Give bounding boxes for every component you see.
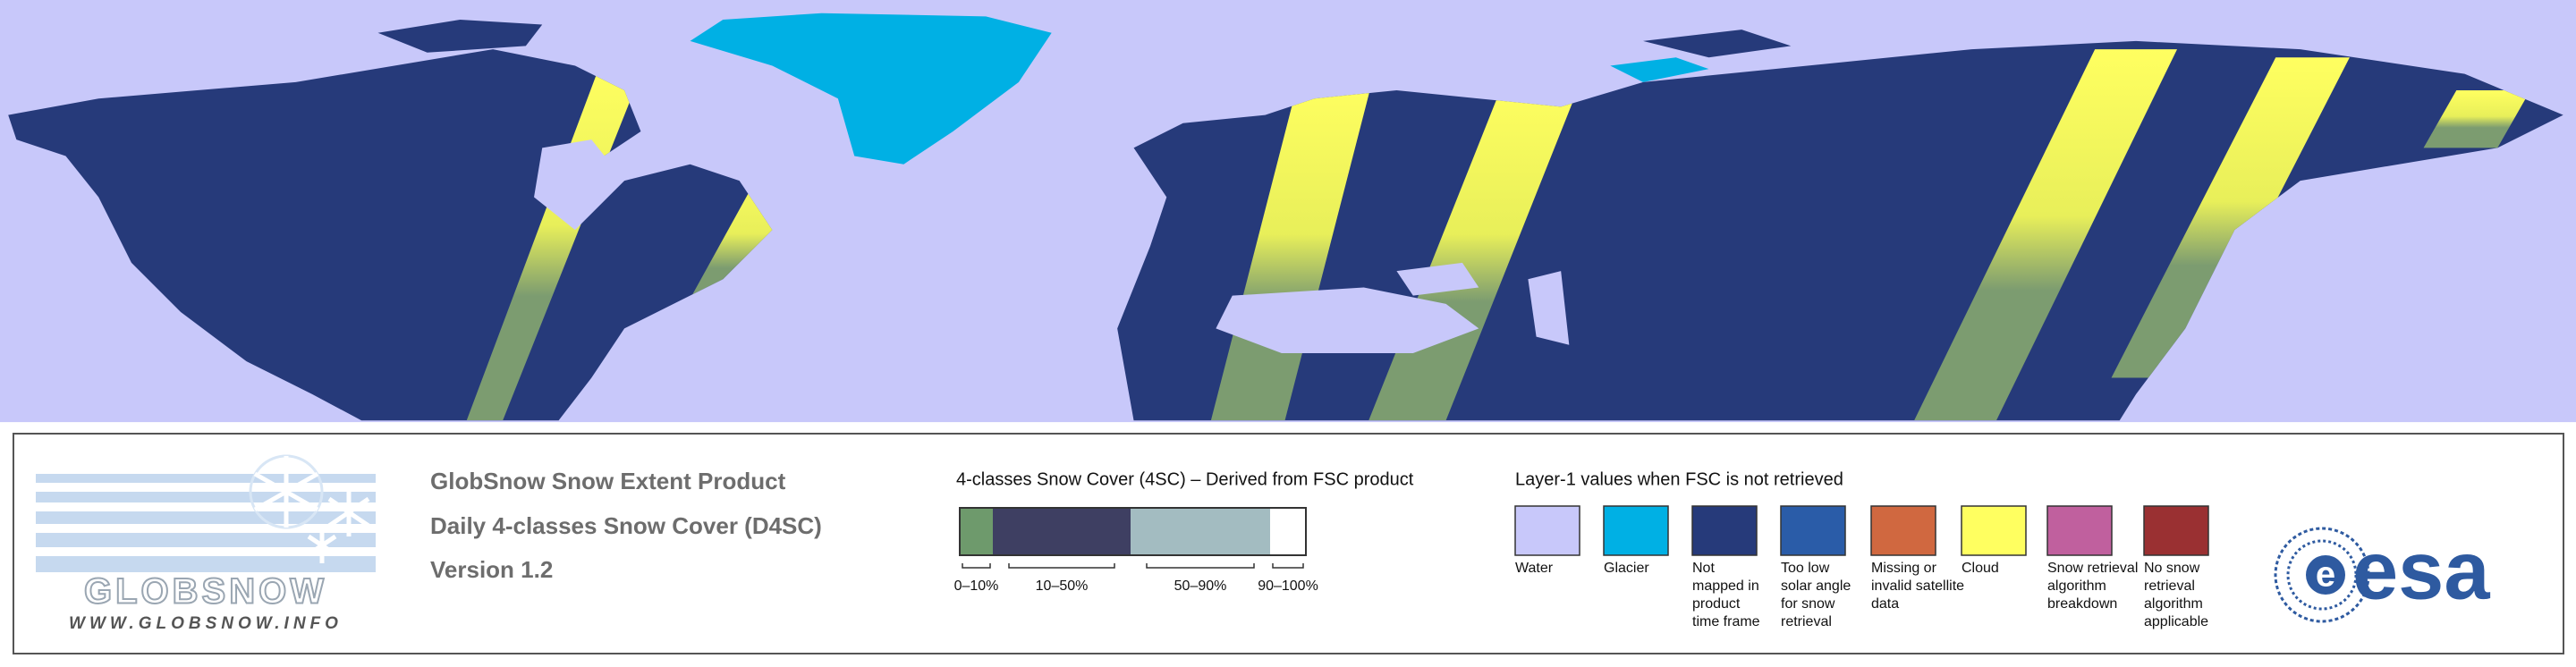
layer1-label: data: [1871, 596, 1899, 612]
logo-url: WWW.GLOBSNOW.INFO: [69, 614, 343, 633]
layer1-swatch: [2046, 505, 2113, 556]
product-title: GlobSnow Snow Extent Product: [430, 468, 786, 494]
layer1-label: Missing or: [1871, 561, 1937, 576]
layer1-label: retrieval: [2144, 578, 2195, 594]
layer1-label: algorithm: [2144, 596, 2203, 612]
bracket: [962, 563, 991, 569]
layer1-label: breakdown: [2047, 596, 2117, 612]
layer1-label: Water: [1515, 561, 1554, 576]
layer1-label: mapped in: [1692, 578, 1759, 594]
layer1-label: algorithm: [2047, 578, 2106, 594]
snow-class-label: 50–90%: [1174, 578, 1227, 594]
snow-class-label: 10–50%: [1036, 578, 1089, 594]
snow-class-swatch: [1131, 508, 1270, 555]
layer1-swatch: [1514, 505, 1580, 556]
layer1-swatch: [1961, 505, 2027, 556]
snow-class-label: 90–100%: [1258, 578, 1318, 594]
layer1-label: solar angle: [1781, 578, 1851, 594]
snow-bar: 0–10% 10–50% 50–90% 90–100%: [954, 507, 1318, 594]
layer1-label: for snow: [1781, 596, 1835, 612]
layer1-label: time frame: [1692, 614, 1760, 629]
logo: GLOBSNOW WWW.GLOBSNOW.INFO: [36, 454, 376, 633]
snow-class-swatch: [1270, 508, 1306, 555]
layer1-label: Cloud: [1962, 561, 1999, 576]
snow-bar-outline: [959, 507, 1307, 556]
bracket: [1272, 563, 1304, 569]
layer1-swatch: [2143, 505, 2209, 556]
esa-name: esa: [2352, 525, 2490, 616]
bracket: [1008, 563, 1115, 569]
layer1-label: Snow retrieval: [2047, 561, 2138, 576]
snow-class-label: 0–10%: [954, 578, 999, 594]
snow-legend-title: 4-classes Snow Cover (4SC) – Derived fro…: [956, 469, 1414, 489]
layer1-legend: Water Glacier Not mapped in product time fram…: [1514, 505, 2209, 629]
layer1-label: product: [1692, 596, 1741, 612]
layer1-legend-title: Layer-1 values when FSC is not retrieved: [1515, 469, 1843, 489]
layer1-swatch: [1691, 505, 1758, 556]
product-version: Version 1.2: [430, 556, 553, 583]
snow-class-swatch: [960, 508, 993, 555]
bracket: [1146, 563, 1255, 569]
esa-logo: e esa: [2274, 525, 2490, 623]
layer1-label: applicable: [2144, 614, 2208, 629]
layer1-label: No snow: [2144, 561, 2200, 576]
product-subtitle: Daily 4-classes Snow Cover (D4SC): [430, 512, 822, 539]
layer1-swatch: [1870, 505, 1936, 556]
snow-class-swatch: [993, 508, 1131, 555]
layer1-label: invalid satellite: [1871, 578, 1964, 594]
layer1-label: retrieval: [1781, 614, 1832, 629]
layer1-label: Not: [1692, 561, 1715, 576]
layer1-label: Glacier: [1604, 561, 1649, 576]
map: [0, 0, 2576, 423]
layer1-swatch: [1603, 505, 1669, 556]
layer1-swatch: [1780, 505, 1846, 556]
svg-text:e: e: [2316, 555, 2335, 595]
layer1-label: Too low: [1781, 561, 1830, 576]
logo-name: GLOBSNOW: [84, 572, 327, 612]
